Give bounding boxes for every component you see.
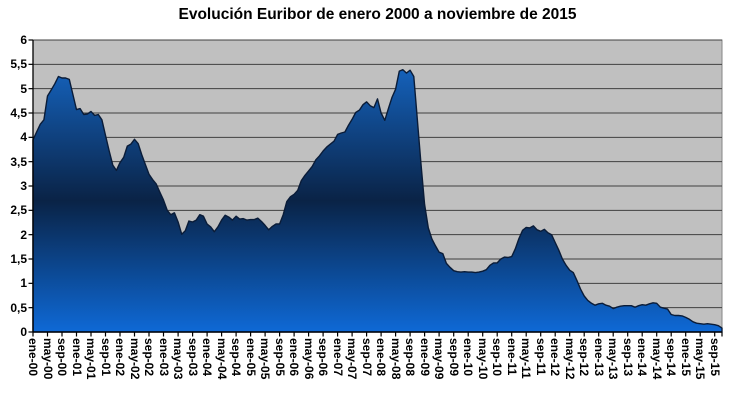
y-tick-label: 1,5 xyxy=(10,252,27,266)
chart-title: Evolución Euribor de enero 2000 a noviem… xyxy=(178,6,577,23)
x-tick-label: may-07 xyxy=(345,338,360,380)
x-tick-label: sep-02 xyxy=(142,338,157,377)
x-tick-label: sep-06 xyxy=(316,338,331,377)
x-tick-label: ene-02 xyxy=(113,338,128,377)
x-tick-label: sep-08 xyxy=(403,338,418,377)
x-tick-label: may-06 xyxy=(301,338,316,380)
x-tick-label: sep-10 xyxy=(490,338,505,377)
y-tick-label: 0 xyxy=(20,325,27,339)
x-tick-label: ene-11 xyxy=(504,338,519,376)
x-tick-label: may-09 xyxy=(432,338,447,380)
x-tick-label: may-03 xyxy=(171,338,186,380)
x-tick-label: sep-09 xyxy=(446,338,461,377)
x-tick-label: sep-05 xyxy=(272,338,287,377)
x-tick-label: ene-06 xyxy=(287,338,302,377)
y-tick-label: 6 xyxy=(20,33,27,47)
y-tick-label: 1 xyxy=(20,276,27,291)
x-tick-label: may-15 xyxy=(693,338,708,380)
y-tick-label: 3,5 xyxy=(10,154,27,169)
x-tick-label: may-12 xyxy=(562,338,577,380)
plot-area xyxy=(28,39,723,337)
x-tick-label: sep-11 xyxy=(533,338,548,376)
x-tick-label: sep-01 xyxy=(98,338,113,377)
x-tick-label: may-04 xyxy=(214,338,229,380)
x-tick-label: sep-13 xyxy=(620,338,635,377)
x-tick-label: may-11 xyxy=(519,338,534,379)
x-tick-label: ene-13 xyxy=(591,338,606,377)
y-tick-label: 3 xyxy=(20,179,27,193)
x-tick-label: ene-10 xyxy=(461,338,476,377)
y-tick-label: 2 xyxy=(20,227,27,242)
x-tick-label: ene-00 xyxy=(26,338,40,377)
x-tick-label: may-05 xyxy=(258,338,273,380)
x-tick-label: may-00 xyxy=(40,338,55,380)
x-tick-label: ene-03 xyxy=(156,338,171,377)
x-tick-label: may-10 xyxy=(475,338,490,380)
x-tick-label: sep-00 xyxy=(55,338,69,377)
x-tick-label: ene-04 xyxy=(200,338,215,377)
x-tick-label: may-13 xyxy=(606,338,621,380)
x-tick-label: ene-07 xyxy=(330,338,345,377)
x-tick-label: sep-04 xyxy=(229,338,244,377)
x-tick-label: ene-01 xyxy=(69,338,84,377)
y-tick-label: 5 xyxy=(20,81,27,96)
euribor-area-series xyxy=(32,69,723,333)
x-tick-label: sep-14 xyxy=(664,338,679,377)
x-tick-label: sep-07 xyxy=(359,338,374,377)
y-tick-label: 0,5 xyxy=(10,300,27,315)
x-tick-label: ene-15 xyxy=(678,338,693,377)
x-tick-label: may-14 xyxy=(649,338,664,380)
y-tick-label: 4 xyxy=(20,130,27,145)
x-tick-label: ene-08 xyxy=(374,338,389,377)
y-tick-label: 4,5 xyxy=(10,106,27,120)
x-tick-label: ene-14 xyxy=(635,338,650,377)
x-tick-label: may-01 xyxy=(84,338,99,380)
x-tick-label: sep-15 xyxy=(707,338,722,377)
y-tick-label: 5,5 xyxy=(10,57,27,72)
y-tick-label: 2,5 xyxy=(10,203,27,218)
x-tick-label: ene-09 xyxy=(417,338,432,377)
x-tick-label: may-02 xyxy=(127,338,142,380)
x-tick-label: sep-12 xyxy=(577,338,592,377)
x-tick-label: may-08 xyxy=(388,338,403,380)
x-tick-label: ene-12 xyxy=(548,338,563,377)
x-tick-label: sep-03 xyxy=(185,338,200,377)
x-tick-label: ene-05 xyxy=(243,338,258,377)
